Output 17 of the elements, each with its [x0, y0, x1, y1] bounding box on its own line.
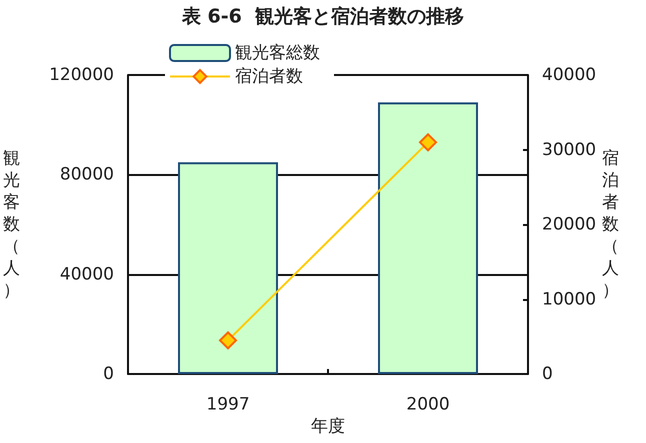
y-axis-title: 観光客数（人）: [3, 148, 20, 300]
y-tick-label: 80000: [60, 164, 114, 185]
y-tick-label: 0: [103, 364, 114, 384]
y2-tick-label: 40000: [542, 65, 596, 85]
x-axis-title: 年度: [311, 416, 345, 436]
y-tick-label: 120000: [49, 65, 114, 85]
y-tick-label: 40000: [60, 264, 114, 284]
y2-tick-label: 10000: [542, 289, 596, 310]
y2-axis-title: 宿泊者数（人）: [602, 148, 619, 300]
legend-label: 観光客総数: [235, 43, 320, 63]
y2-tick-label: 30000: [542, 140, 596, 160]
y2-tick-label: 20000: [542, 214, 596, 234]
x-tick-label: 2000: [406, 394, 450, 414]
x-tick-label: 1997: [206, 394, 250, 414]
y2-tick-label: 0: [542, 364, 553, 384]
chart-title: 表 6-6 観光客と宿泊者数の推移: [180, 6, 464, 28]
legend-label: 宿泊者数: [235, 66, 303, 86]
